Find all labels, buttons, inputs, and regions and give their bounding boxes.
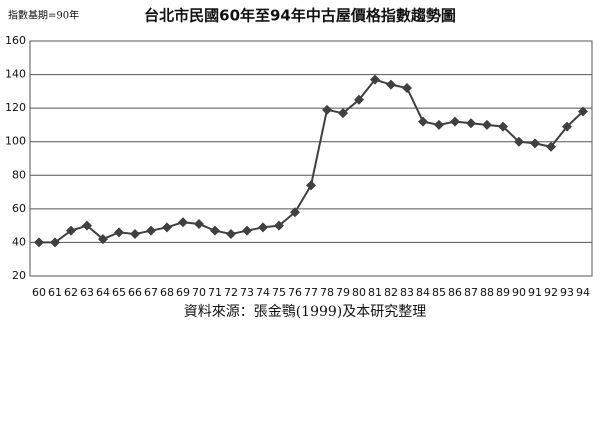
data-marker xyxy=(194,218,204,229)
base-note: 指數基期=90年 xyxy=(8,9,79,22)
y-tick-label: 40 xyxy=(12,235,26,248)
data-marker xyxy=(418,116,428,127)
x-tick-label: 84 xyxy=(416,286,430,299)
y-tick-label: 20 xyxy=(12,269,26,282)
data-marker xyxy=(130,229,140,240)
data-marker xyxy=(98,234,108,245)
data-marker xyxy=(258,222,268,233)
data-marker xyxy=(354,94,364,105)
x-tick-label: 68 xyxy=(160,286,174,299)
x-tick-label: 90 xyxy=(512,286,526,299)
data-marker xyxy=(482,119,492,130)
data-line xyxy=(39,78,584,244)
data-marker xyxy=(530,138,540,149)
x-tick-label: 63 xyxy=(80,286,94,299)
x-tick-label: 72 xyxy=(224,286,238,299)
data-marker xyxy=(306,180,316,191)
data-marker xyxy=(498,121,508,132)
data-marker xyxy=(34,237,44,248)
data-marker xyxy=(514,136,524,147)
data-marker xyxy=(578,106,588,117)
y-tick-label: 120 xyxy=(5,101,26,114)
x-tick-label: 83 xyxy=(400,286,414,299)
x-tick-label: 77 xyxy=(304,286,318,299)
x-tick-label: 86 xyxy=(448,286,462,299)
source-note: 資料來源：張金鶚(1999)及本研究整理 xyxy=(184,304,427,320)
x-tick-label: 92 xyxy=(544,286,558,299)
x-tick-label: 94 xyxy=(576,286,590,299)
data-marker xyxy=(370,74,380,85)
data-marker xyxy=(450,116,460,127)
data-marker xyxy=(338,108,348,119)
x-tick-label: 60 xyxy=(32,286,46,299)
data-marker xyxy=(274,220,284,231)
data-marker xyxy=(114,227,124,238)
data-marker xyxy=(210,225,220,236)
y-tick-label: 100 xyxy=(5,135,26,148)
data-marker xyxy=(162,222,172,233)
x-tick-label: 91 xyxy=(528,286,542,299)
x-tick-label: 62 xyxy=(64,286,78,299)
data-marker xyxy=(466,118,476,129)
x-tick-label: 70 xyxy=(192,286,206,299)
y-tick-label: 60 xyxy=(12,202,26,215)
x-tick-label: 89 xyxy=(496,286,510,299)
x-tick-label: 75 xyxy=(272,286,286,299)
data-marker xyxy=(290,207,300,218)
x-tick-label: 81 xyxy=(368,286,382,299)
x-tick-label: 66 xyxy=(128,286,142,299)
x-tick-label: 88 xyxy=(480,286,494,299)
y-tick-label: 160 xyxy=(5,34,26,47)
x-tick-label: 76 xyxy=(288,286,302,299)
plot-frame xyxy=(29,40,593,277)
data-marker xyxy=(322,104,332,115)
data-marker xyxy=(146,225,156,236)
x-tick-label: 82 xyxy=(384,286,398,299)
data-marker xyxy=(66,225,76,236)
x-tick-label: 74 xyxy=(256,286,270,299)
x-tick-label: 71 xyxy=(208,286,222,299)
x-tick-label: 80 xyxy=(352,286,366,299)
data-marker xyxy=(82,220,92,231)
data-marker xyxy=(402,83,412,93)
y-tick-label: 140 xyxy=(5,68,26,81)
x-tick-label: 85 xyxy=(432,286,446,299)
data-marker xyxy=(226,229,236,240)
x-tick-label: 65 xyxy=(112,286,126,299)
data-marker xyxy=(386,79,396,90)
data-marker xyxy=(178,217,188,228)
x-tick-label: 93 xyxy=(560,286,574,299)
x-tick-label: 69 xyxy=(176,286,190,299)
data-marker xyxy=(50,237,60,248)
y-tick-label: 80 xyxy=(12,168,26,181)
data-marker xyxy=(242,225,252,236)
data-marker xyxy=(562,121,572,132)
data-marker xyxy=(434,119,444,130)
x-tick-label: 61 xyxy=(48,286,62,299)
x-tick-label: 73 xyxy=(240,286,254,299)
x-tick-label: 64 xyxy=(96,286,110,299)
x-tick-label: 79 xyxy=(336,286,350,299)
x-tick-label: 87 xyxy=(464,286,478,299)
x-tick-label: 78 xyxy=(320,286,334,299)
x-tick-label: 67 xyxy=(144,286,158,299)
chart-title: 台北市民國60年至94年中古屋價格指數趨勢圖 xyxy=(144,7,456,25)
data-marker xyxy=(546,141,556,152)
